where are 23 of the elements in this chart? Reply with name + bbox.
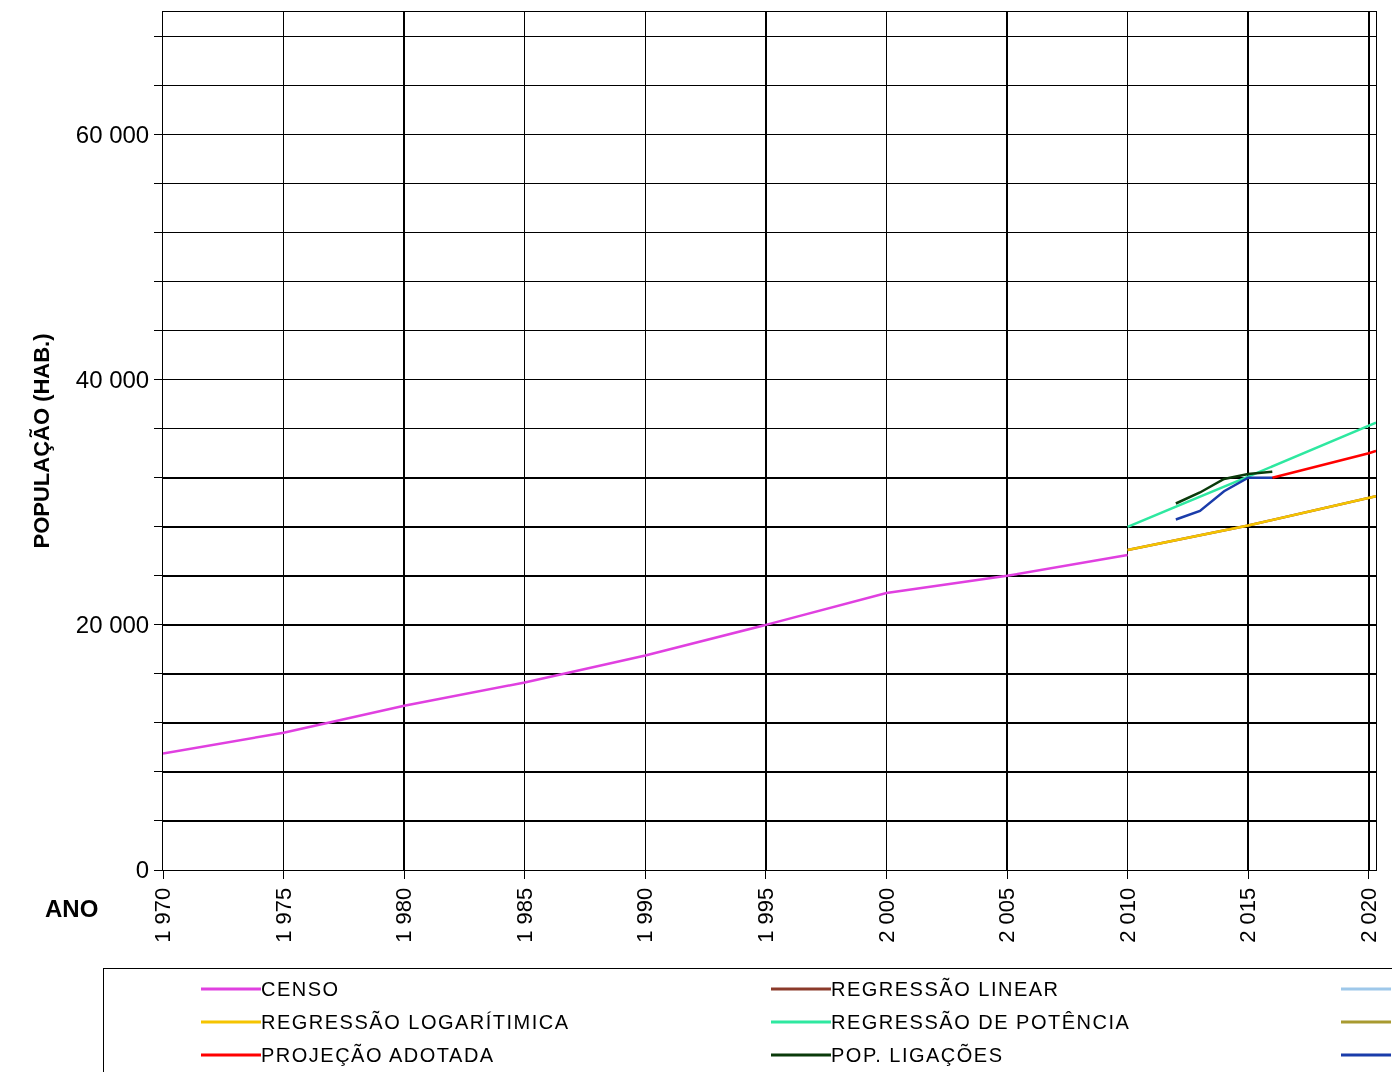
y-tick-label: 60 000 [75,120,150,148]
legend-label: CENSO [261,977,340,1001]
x-tick-label: 2 020 [1355,887,1381,943]
x-tick-label: 1 970 [150,887,176,943]
x-tick-label: 2 010 [1114,887,1140,943]
legend-label: REGRESSÃO LOGARÍTIMICA [261,1010,570,1034]
x-tick-label: 1 980 [391,887,417,943]
x-tick-label: 1 985 [511,887,537,943]
y-axis-title: POPULAÇÃO (HAB.) [28,333,54,549]
x-tick-label: 2 015 [1235,887,1261,943]
x-axis-title: ANO [45,895,99,922]
legend-label: POP. LIGAÇÕES [831,1043,1004,1067]
x-tick-label: 1 990 [632,887,658,943]
x-tick-label: 2 005 [994,887,1020,943]
x-tick-label: 2 000 [873,887,899,943]
x-tick-label: 1 995 [753,887,779,943]
y-tick-label: 0 [135,856,150,884]
legend-label: PROJEÇÃO ADOTADA [261,1043,495,1067]
y-tick-label: 40 000 [75,366,150,394]
y-tick-label: 20 000 [75,611,150,639]
x-tick-label: 1 975 [270,887,296,943]
legend-label: REGRESSÃO DE POTÊNCIA [831,1010,1131,1034]
legend-label: REGRESSÃO LINEAR [831,977,1060,1001]
